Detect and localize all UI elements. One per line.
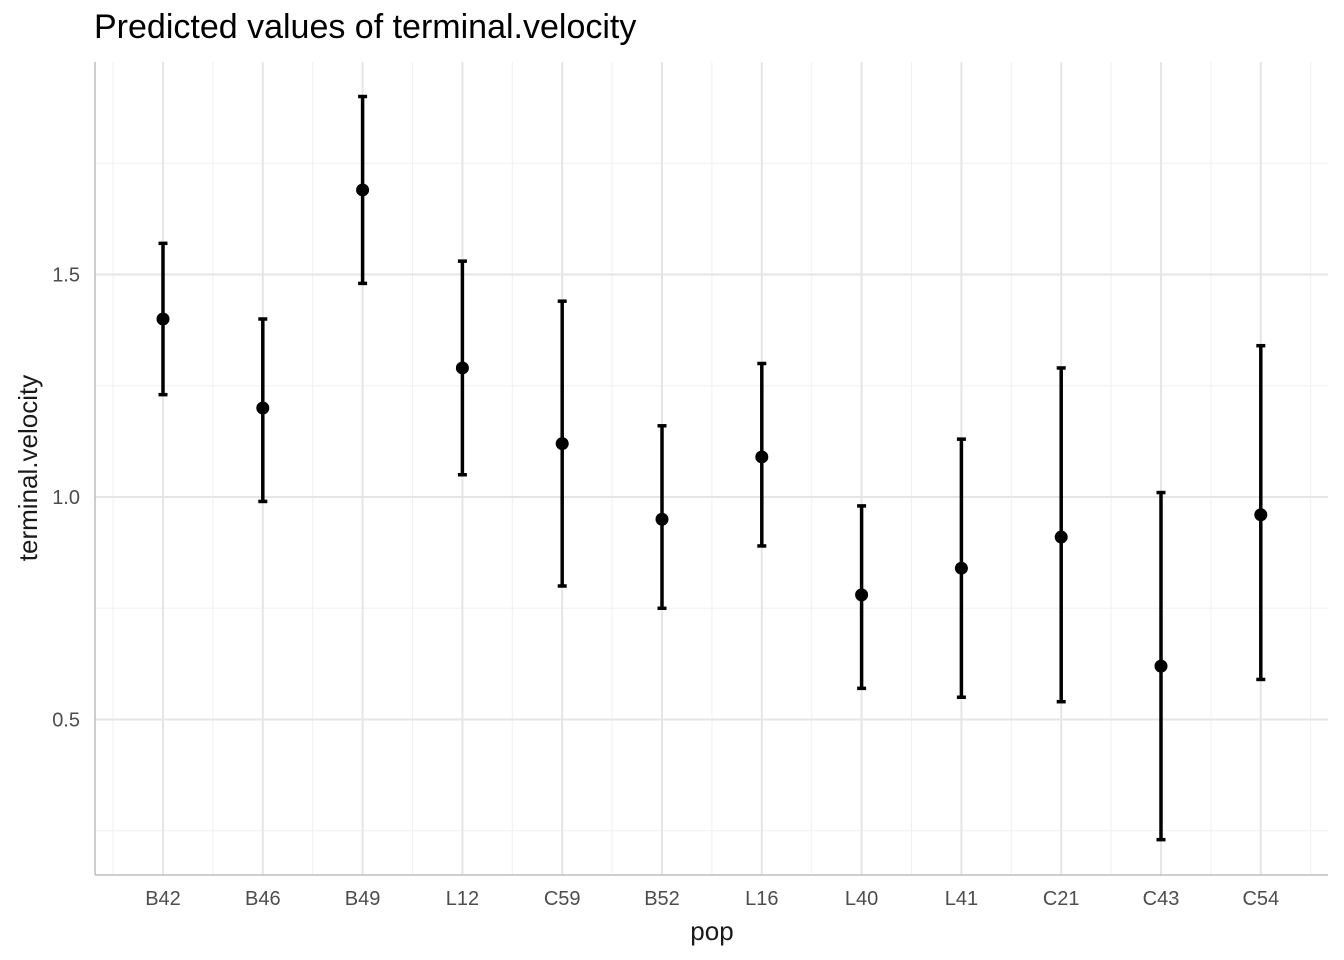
data-point <box>855 588 869 602</box>
grid <box>95 62 1328 875</box>
data-point <box>755 450 769 464</box>
data-point-group <box>655 424 669 610</box>
axes <box>94 62 1328 876</box>
x-tick-label: C21 <box>1043 888 1080 910</box>
x-tick-label: L12 <box>446 888 479 910</box>
x-tick-label: C54 <box>1242 888 1279 910</box>
data-point <box>1254 508 1268 522</box>
data-point <box>1154 659 1168 673</box>
x-tick-label: C59 <box>544 888 581 910</box>
data-point-group <box>954 437 968 699</box>
x-tick-label: L41 <box>945 888 978 910</box>
data-point <box>954 561 968 575</box>
data-point <box>156 312 170 326</box>
data-point <box>356 183 370 197</box>
x-axis-title: pop <box>690 916 733 946</box>
data-series <box>156 94 1268 842</box>
data-point-group <box>555 299 569 588</box>
x-tick-label: L40 <box>845 888 878 910</box>
x-tick-label: L16 <box>745 888 778 910</box>
data-point <box>1054 530 1068 544</box>
data-point <box>555 437 569 451</box>
y-axis-title: terminal.velocity <box>13 375 43 561</box>
data-point-group <box>356 94 370 286</box>
y-tick-label: 0.5 <box>52 710 80 732</box>
data-point <box>256 401 270 415</box>
data-point-group <box>156 241 170 397</box>
data-point-group <box>1254 343 1268 682</box>
data-point-group <box>855 504 869 691</box>
y-tick-label: 1.0 <box>52 487 80 509</box>
x-tick-label: C43 <box>1143 888 1180 910</box>
data-point-group <box>755 361 769 548</box>
data-point-group <box>256 317 270 504</box>
tick-labels: 0.5 1.0 1.5 B42 B46 B49 L12 C59 B52 L16 L40 L41 C21 C… <box>52 265 1279 911</box>
data-point <box>455 361 469 375</box>
data-point-group <box>455 259 469 477</box>
data-point <box>655 512 669 526</box>
data-point-group <box>1154 490 1168 842</box>
x-tick-label: B49 <box>345 888 381 910</box>
chart-title: Predicted values of terminal.velocity <box>94 8 637 46</box>
x-tick-label: B42 <box>145 888 181 910</box>
data-point-group <box>1054 366 1068 704</box>
x-tick-label: B52 <box>644 888 680 910</box>
x-tick-label: B46 <box>245 888 281 910</box>
y-tick-label: 1.5 <box>52 265 80 287</box>
